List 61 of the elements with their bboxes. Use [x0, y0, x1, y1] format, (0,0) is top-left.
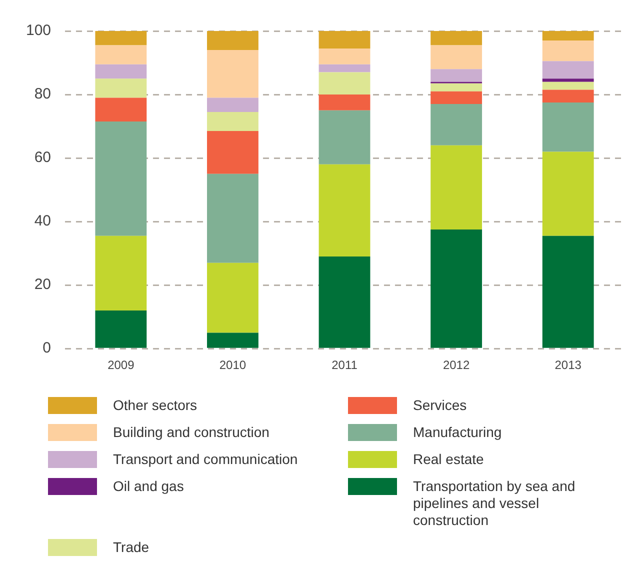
legend-label: Transport and communication	[113, 451, 298, 468]
bar	[207, 131, 258, 174]
bar	[542, 82, 594, 90]
y-tick-label: 20	[34, 276, 52, 294]
bar	[95, 31, 147, 46]
bar	[542, 90, 594, 102]
bar	[318, 72, 370, 95]
bar	[318, 64, 370, 72]
bar	[318, 164, 370, 256]
bar	[318, 110, 370, 164]
bar	[95, 310, 147, 348]
legend-label: Other sectors	[113, 397, 198, 414]
x-tick-label: 2010	[219, 358, 246, 372]
bar	[207, 112, 258, 132]
bar	[430, 91, 482, 104]
x-tick-label: 2013	[554, 358, 582, 372]
bar	[95, 122, 147, 236]
bar	[430, 145, 482, 230]
y-tick-label: 0	[42, 340, 52, 357]
bar	[207, 98, 258, 112]
bar	[430, 69, 482, 82]
bar	[430, 31, 482, 46]
bar	[95, 64, 147, 79]
bar	[318, 256, 370, 348]
y-tick-label: 80	[34, 86, 52, 103]
bar	[542, 61, 594, 79]
bar	[430, 230, 482, 348]
legend-label: Oil and gas	[113, 478, 184, 495]
bar	[207, 50, 258, 98]
legend-label: Services	[413, 397, 467, 414]
bar	[430, 45, 482, 70]
bar	[318, 48, 370, 64]
bar	[542, 236, 594, 348]
bar	[542, 152, 594, 236]
bar	[207, 262, 258, 333]
bar	[542, 40, 594, 62]
bar	[95, 78, 147, 98]
bar	[207, 174, 258, 263]
legend-label: Manufacturing	[413, 424, 502, 441]
bar	[318, 31, 370, 48]
bar	[95, 45, 147, 64]
legend-label: Transportation by sea and pipelines and vessel construction	[413, 478, 576, 529]
bar	[95, 98, 147, 122]
x-tick-label: 2011	[332, 358, 358, 372]
legend-label: Real estate	[413, 451, 484, 468]
bar	[542, 78, 594, 82]
x-tick-label: 2009	[108, 358, 135, 372]
bar	[318, 94, 370, 110]
y-tick-label: 60	[34, 149, 52, 166]
bar	[95, 236, 147, 310]
bar	[542, 102, 594, 152]
bar	[207, 31, 258, 50]
legend-label: Building and construction	[113, 424, 270, 441]
legend-label: Trade	[113, 539, 150, 556]
bar	[430, 104, 482, 146]
bar	[542, 31, 594, 41]
y-tick-label: 100	[26, 22, 52, 40]
x-tick-label: 2012	[442, 358, 470, 372]
y-tick-label: 40	[34, 212, 52, 230]
bar	[430, 83, 482, 92]
bar	[207, 332, 258, 348]
